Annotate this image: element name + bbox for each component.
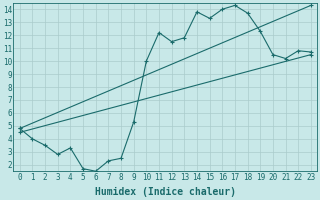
X-axis label: Humidex (Indice chaleur): Humidex (Indice chaleur) — [95, 187, 236, 197]
